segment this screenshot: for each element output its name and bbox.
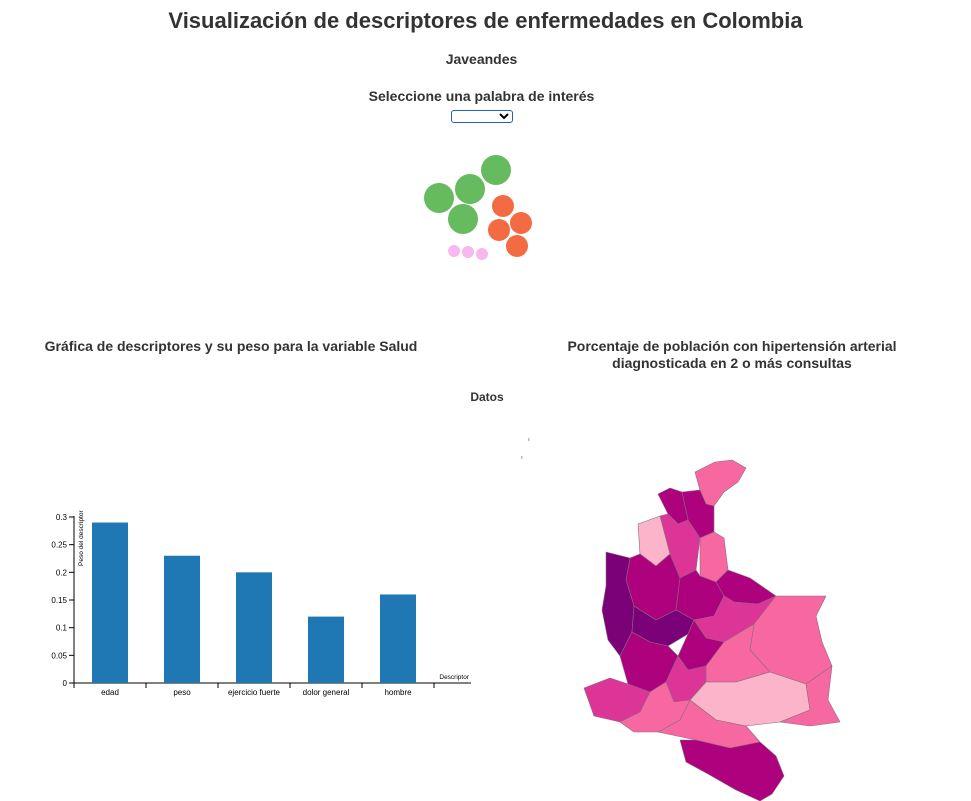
page-title: Visualización de descriptores de enferme… bbox=[168, 8, 803, 33]
y-tick-label: 0.15 bbox=[51, 596, 67, 605]
data-label: Datos bbox=[470, 390, 504, 404]
bubble-cluster bbox=[424, 155, 532, 260]
map-region-guainia[interactable] bbox=[779, 665, 841, 727]
word-select-label: Seleccione una palabra de interés bbox=[368, 88, 595, 104]
word-bubble[interactable] bbox=[448, 245, 460, 257]
bar[interactable] bbox=[164, 555, 200, 683]
y-tick-label: 0.1 bbox=[56, 624, 68, 633]
x-tick-label: dolor general bbox=[303, 688, 350, 697]
y-tick-label: 0.3 bbox=[56, 513, 68, 522]
x-tick-label: edad bbox=[101, 688, 119, 697]
page-subtitle: Javeandes bbox=[445, 51, 518, 67]
y-tick-label: 0.2 bbox=[56, 568, 68, 577]
y-axis-label: Peso del descriptor bbox=[78, 510, 85, 566]
word-bubble[interactable] bbox=[455, 174, 485, 204]
y-tick-label: 0.05 bbox=[51, 651, 67, 660]
map-island-mark bbox=[521, 456, 523, 459]
word-select[interactable] bbox=[451, 110, 513, 123]
word-bubble[interactable] bbox=[510, 212, 532, 234]
map-island-mark bbox=[528, 438, 530, 441]
word-bubble[interactable] bbox=[481, 155, 511, 185]
colombia-map bbox=[521, 438, 841, 801]
y-tick-label: 0 bbox=[63, 679, 68, 688]
word-bubble[interactable] bbox=[488, 219, 510, 241]
word-bubble[interactable] bbox=[448, 204, 478, 234]
bar-chart-title: Gráfica de descriptores y su peso para l… bbox=[44, 338, 418, 354]
map-title-line2: diagnosticada en 2 o más consultas bbox=[612, 355, 852, 371]
word-bubble[interactable] bbox=[476, 248, 488, 260]
word-bubble[interactable] bbox=[462, 246, 474, 258]
bar-chart: 0 0.05 0.1 0.15 0.2 0.25 0.3 edad peso ejercicio … bbox=[51, 510, 471, 697]
map-region-putumayo[interactable] bbox=[619, 681, 691, 733]
bar[interactable] bbox=[380, 594, 416, 683]
x-tick-label: ejercicio fuerte bbox=[228, 688, 281, 697]
bar[interactable] bbox=[92, 522, 128, 683]
x-tick-label: peso bbox=[173, 688, 191, 697]
x-tick-label: hombre bbox=[384, 688, 412, 697]
bar[interactable] bbox=[236, 572, 272, 683]
word-bubble[interactable] bbox=[492, 195, 514, 217]
map-title: Porcentaje de población con hipertensión… bbox=[552, 338, 912, 372]
bar[interactable] bbox=[308, 616, 344, 683]
x-axis-label: Descriptor bbox=[439, 674, 469, 681]
map-region-amazonas[interactable] bbox=[679, 739, 785, 801]
y-tick-label: 0.25 bbox=[51, 541, 67, 550]
word-bubble[interactable] bbox=[424, 183, 454, 213]
word-bubble[interactable] bbox=[506, 235, 528, 257]
map-title-line1: Porcentaje de población con hipertensión… bbox=[567, 338, 897, 354]
